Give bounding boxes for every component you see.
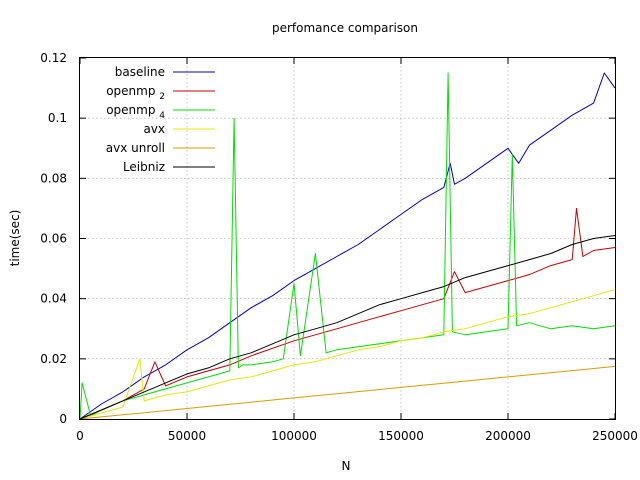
series-group <box>79 72 616 420</box>
x-tick-label: 200000 <box>485 429 531 443</box>
grid-lines <box>80 58 615 419</box>
legend-label: Leibniz <box>123 160 165 174</box>
series-line-openmp-2 <box>79 207 616 420</box>
legend-label: openmp 4 <box>106 103 165 121</box>
series-line-leibniz <box>79 235 616 420</box>
x-tick-label: 100000 <box>271 429 317 443</box>
y-axis-label: time(sec) <box>8 210 22 267</box>
y-tick-label: 0.06 <box>40 232 67 246</box>
x-tick-label: 50000 <box>168 429 206 443</box>
x-tick-label: 250000 <box>592 429 638 443</box>
plot-frame <box>79 57 616 420</box>
x-tick-label: 150000 <box>378 429 424 443</box>
series-line-openmp-4 <box>79 72 616 420</box>
y-tick-label: 0.02 <box>40 352 67 366</box>
series-line-avx-unroll <box>79 365 616 420</box>
legend-label: avx unroll <box>106 141 165 155</box>
legend-label: openmp 2 <box>106 84 165 102</box>
legend-label: avx <box>143 122 165 136</box>
y-tick-label: 0.12 <box>40 51 67 65</box>
series-line-avx <box>79 289 616 420</box>
axis-ticks: 0 50000 100000 150000 200000 250000 0 0.02 0.04 0… <box>40 51 638 443</box>
legend-label: baseline <box>115 65 165 79</box>
y-tick-label: 0 <box>59 412 67 426</box>
y-tick-label: 0.1 <box>48 111 67 125</box>
y-tick-label: 0.08 <box>40 171 67 185</box>
x-axis-label: N <box>342 459 351 473</box>
y-tick-label: 0.04 <box>40 292 67 306</box>
series-line-baseline <box>79 72 616 420</box>
chart-title: perfomance comparison <box>272 21 418 35</box>
x-tick-label: 0 <box>76 429 84 443</box>
